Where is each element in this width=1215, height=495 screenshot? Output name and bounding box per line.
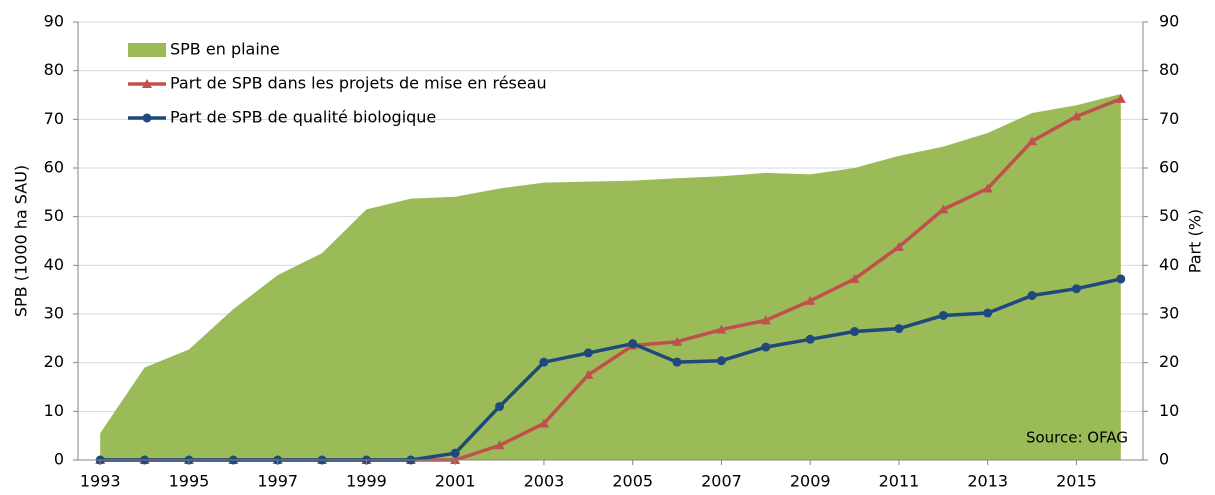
y2-tick-label: 30 xyxy=(1159,304,1179,323)
y2-tick-label: 10 xyxy=(1159,401,1179,420)
x-tick-label: 2011 xyxy=(879,472,920,491)
marker xyxy=(539,357,549,367)
y-tick-label: 20 xyxy=(44,352,64,371)
x-tick-label: 2003 xyxy=(524,472,565,491)
marker xyxy=(938,310,948,320)
y-tick-label: 60 xyxy=(44,158,64,177)
marker xyxy=(1071,284,1081,294)
x-tick-label: 2015 xyxy=(1056,472,1097,491)
legend-marker xyxy=(142,79,152,88)
y2-tick-label: 50 xyxy=(1159,206,1179,225)
plot xyxy=(95,93,1126,465)
y-axis-label: SPB (1000 ha SAU) xyxy=(12,165,31,317)
marker xyxy=(893,241,904,251)
marker xyxy=(672,357,682,367)
y-tick-label: 40 xyxy=(44,255,64,274)
y2-tick-label: 70 xyxy=(1159,109,1179,128)
y2-tick-label: 90 xyxy=(1159,12,1179,31)
marker xyxy=(1071,111,1082,121)
marker xyxy=(849,273,860,283)
marker xyxy=(628,339,638,349)
y2-tick-label: 80 xyxy=(1159,60,1179,79)
y-tick-label: 30 xyxy=(44,304,64,323)
legend-label: Part de SPB dans les projets de mise en … xyxy=(170,74,547,93)
legend-marker xyxy=(142,113,152,123)
marker xyxy=(583,348,593,358)
marker xyxy=(583,369,594,379)
y-tick-label: 50 xyxy=(44,206,64,225)
legend-label: SPB en plaine xyxy=(170,40,280,59)
marker xyxy=(983,308,993,318)
marker xyxy=(894,324,904,334)
legend-label: Part de SPB de qualité biologique xyxy=(170,108,436,127)
y2-tick-label: 40 xyxy=(1159,255,1179,274)
marker xyxy=(716,324,727,334)
marker xyxy=(982,183,993,193)
marker xyxy=(716,356,726,366)
marker xyxy=(805,334,815,344)
y2-axis-label: Part (%) xyxy=(1186,209,1205,273)
marker xyxy=(672,336,683,346)
x-tick-label: 1997 xyxy=(257,472,298,491)
marker xyxy=(538,418,549,428)
marker xyxy=(1115,93,1126,103)
marker xyxy=(1116,274,1126,284)
y-tick-label: 80 xyxy=(44,60,64,79)
legend-swatch xyxy=(128,43,166,57)
marker xyxy=(494,440,505,450)
area xyxy=(100,94,1121,460)
y-tick-label: 0 xyxy=(54,450,64,469)
marker xyxy=(805,295,816,305)
x-tick-label: 2005 xyxy=(612,472,653,491)
marker xyxy=(850,327,860,337)
marker xyxy=(495,401,505,411)
marker xyxy=(761,342,771,352)
marker xyxy=(938,204,949,214)
x-tick-label: 1993 xyxy=(80,472,121,491)
x-tick-label: 2009 xyxy=(790,472,831,491)
annotation: Source: OFAG xyxy=(1026,429,1128,447)
y2-tick-label: 20 xyxy=(1159,352,1179,371)
y2-tick-label: 60 xyxy=(1159,158,1179,177)
marker xyxy=(1027,136,1038,146)
x-tick-label: 1995 xyxy=(169,472,210,491)
y-tick-label: 90 xyxy=(44,12,64,31)
marker xyxy=(1027,291,1037,301)
marker xyxy=(760,315,771,325)
y-tick-label: 10 xyxy=(44,401,64,420)
x-tick-label: 1999 xyxy=(346,472,387,491)
x-tick-label: 2007 xyxy=(701,472,742,491)
x-tick-label: 2013 xyxy=(967,472,1008,491)
y2-tick-label: 0 xyxy=(1159,450,1169,469)
marker xyxy=(450,448,460,458)
y-tick-label: 70 xyxy=(44,109,64,128)
x-tick-label: 2001 xyxy=(435,472,476,491)
